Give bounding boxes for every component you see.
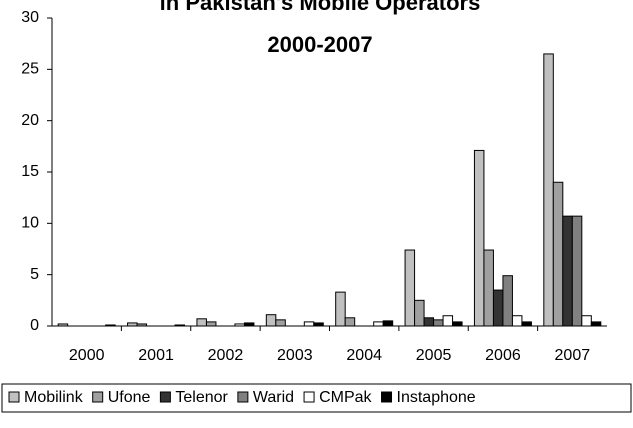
legend-swatch (8, 391, 20, 403)
legend-swatch (92, 391, 104, 403)
bar (442, 315, 454, 327)
legend-label: Instaphone (397, 389, 476, 406)
bar (382, 320, 394, 327)
legend-swatch (303, 391, 315, 403)
bar (581, 315, 592, 327)
bar (303, 321, 315, 327)
bar (404, 249, 416, 327)
y-tick-label: 0 (30, 317, 39, 334)
bar (105, 324, 116, 327)
bar (521, 321, 532, 327)
bar (543, 53, 554, 327)
legend-swatch (159, 391, 171, 403)
bar (205, 321, 217, 327)
bar (243, 322, 255, 327)
bar (552, 181, 564, 327)
y-tick-label: 15 (21, 163, 39, 180)
legend-swatch (237, 391, 249, 403)
legend-box (1, 383, 632, 413)
legend-label: Ufone (108, 389, 151, 406)
x-tick-label: 2001 (138, 347, 174, 364)
legend-label: Telenor (175, 389, 228, 406)
bar (275, 319, 286, 327)
y-tick-label: 5 (30, 266, 39, 283)
legend-swatch (381, 391, 393, 403)
bar (473, 149, 485, 327)
bar (502, 275, 513, 327)
bar (433, 319, 444, 327)
x-tick-label: 2004 (346, 347, 382, 364)
bar (174, 324, 186, 327)
bar (511, 315, 523, 327)
bar (492, 289, 504, 327)
bar (234, 323, 245, 327)
x-tick-label: 2000 (69, 347, 105, 364)
bar (344, 317, 356, 327)
bar (127, 322, 138, 327)
bar (196, 318, 207, 327)
bar (313, 322, 324, 327)
x-tick-label: 2002 (208, 347, 244, 364)
bar (423, 317, 435, 327)
bar (335, 291, 346, 327)
x-tick-label: 2003 (277, 347, 313, 364)
bar (265, 314, 277, 327)
legend-label: CMPak (319, 389, 372, 406)
x-tick-label: 2006 (485, 347, 521, 364)
bar (590, 321, 602, 327)
chart-title: in Pakistan's Mobile Operators (160, 0, 481, 15)
bar (562, 215, 573, 327)
legend-label: Mobilink (24, 389, 84, 406)
y-tick-label: 30 (21, 9, 39, 26)
x-tick-label: 2005 (416, 347, 452, 364)
bar (136, 323, 148, 327)
y-tick-label: 10 (21, 215, 39, 232)
legend-label: Warid (253, 389, 294, 406)
y-tick-label: 20 (21, 112, 39, 129)
bar (414, 299, 425, 327)
bar (483, 249, 494, 327)
bar (57, 323, 69, 327)
bar (452, 321, 463, 327)
y-tick-label: 25 (21, 61, 39, 78)
bar (373, 321, 384, 327)
x-tick-label: 2007 (555, 347, 591, 364)
chart-subtitle: 2000-2007 (267, 32, 372, 57)
bar (571, 215, 583, 327)
